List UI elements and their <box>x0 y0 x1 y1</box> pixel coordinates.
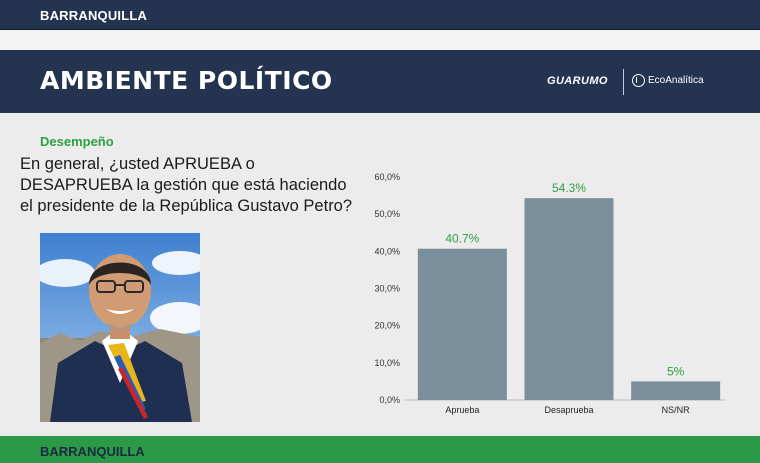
logo-divider <box>623 69 624 95</box>
footer-bar: BARRANQUILLA <box>0 436 760 463</box>
bar-nsnr <box>631 381 721 400</box>
footer-city: BARRANQUILLA <box>40 444 145 459</box>
x-category-label: Desaprueba <box>544 405 593 415</box>
guarumo-logo: GUARUMO <box>547 75 608 87</box>
y-tick-label: 20,0% <box>374 321 400 331</box>
bar-desaprueba <box>524 198 614 400</box>
y-tick-label: 10,0% <box>374 358 400 368</box>
data-label: 54.3% <box>552 181 586 195</box>
section-label: Desempeño <box>40 134 114 149</box>
header-banner: AMBIENTE POLÍTICO GUARUMO EcoAnalítica <box>0 50 760 113</box>
president-portrait <box>40 233 200 422</box>
ecoanalitica-logo: EcoAnalítica <box>632 74 704 87</box>
y-tick-label: 30,0% <box>374 284 400 294</box>
x-category-label: Aprueba <box>445 405 479 415</box>
data-label: 5% <box>667 364 685 378</box>
bar-chart-svg: 0,0% 10,0% 20,0% 30,0% 40,0% 50,0% 60,0% 40.7% A… <box>374 172 725 415</box>
top-bar: BARRANQUILLA <box>0 0 760 30</box>
y-tick-label: 40,0% <box>374 246 400 256</box>
top-bar-city: BARRANQUILLA <box>40 8 148 23</box>
y-tick-label: 0,0% <box>379 395 400 405</box>
spacer-band <box>0 30 760 50</box>
x-category-label: NS/NR <box>662 405 691 415</box>
bar-aprueba <box>417 248 507 400</box>
ecoanalitica-icon <box>632 74 645 87</box>
survey-question: En general, ¿usted APRUEBA o DESAPRUEBA … <box>20 155 353 215</box>
page-title: AMBIENTE POLÍTICO <box>40 66 333 95</box>
approval-chart: 0,0% 10,0% 20,0% 30,0% 40,0% 50,0% 60,0% 40.7% A… <box>360 160 760 430</box>
data-label: 40.7% <box>445 232 479 246</box>
ecoanalitica-label: EcoAnalítica <box>648 75 704 86</box>
y-tick-label: 60,0% <box>374 172 400 182</box>
y-tick-label: 50,0% <box>374 209 400 219</box>
portrait-illustration <box>40 233 200 422</box>
